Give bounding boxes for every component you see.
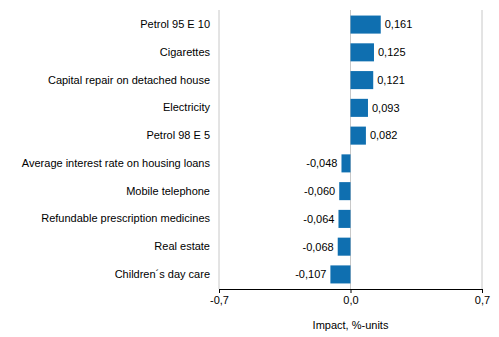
grid: [219, 10, 482, 289]
data-label: 0,093: [372, 102, 400, 114]
y-tick: Average interest rate on housing loans: [22, 157, 211, 169]
category-label: Petrol 95 E 10: [140, 18, 210, 30]
category-label: Mobile telephone: [126, 185, 210, 197]
data-label: -0,048: [306, 157, 337, 169]
bar: [338, 238, 351, 256]
data-label: -0,060: [304, 185, 335, 197]
bar: [351, 99, 368, 117]
category-label: Electricity: [163, 101, 211, 113]
data-label: 0,161: [385, 18, 413, 30]
data-labels: 0,161 0,125 0,121 0,093 0,082 -0,048 -0,060 -0,…: [295, 18, 412, 280]
y-axis: Petrol 95 E 10 Cigarettes Capital repair o…: [22, 18, 211, 280]
y-tick: Children´s day care: [115, 268, 210, 280]
category-label: Real estate: [154, 240, 210, 252]
grid-line: [219, 10, 220, 289]
bar: [351, 43, 374, 61]
bar: [338, 210, 350, 228]
x-tick: 0,7: [475, 289, 490, 306]
bar: [351, 16, 381, 34]
category-label: Average interest rate on housing loans: [22, 157, 211, 169]
x-tick-mark: [482, 289, 483, 293]
x-tick-label: 0,7: [475, 294, 490, 306]
category-label: Refundable prescription medicines: [41, 212, 210, 224]
y-tick: Electricity: [163, 101, 211, 113]
x-tick-label: -0,7: [210, 294, 229, 306]
x-tick-mark: [351, 289, 352, 293]
y-tick: Petrol 98 E 5: [146, 129, 210, 141]
y-tick: Capital repair on detached house: [48, 74, 210, 86]
grid-line: [482, 10, 483, 289]
data-label: -0,107: [295, 268, 326, 280]
data-label: -0,064: [303, 213, 334, 225]
data-label: -0,068: [303, 241, 334, 253]
chart: -0,7 0,0 0,7 Petrol 95 E 10 Cigarettes Capita…: [0, 0, 499, 337]
y-tick: Refundable prescription medicines: [41, 212, 210, 224]
y-tick: Cigarettes: [160, 46, 211, 58]
x-tick-mark: [219, 289, 220, 293]
data-label: 0,125: [378, 46, 406, 58]
bar: [351, 127, 366, 145]
x-tick-label: 0,0: [343, 294, 358, 306]
data-label: 0,121: [377, 74, 405, 86]
bar: [341, 154, 350, 172]
x-tick: -0,7: [210, 289, 229, 306]
bar: [330, 265, 350, 283]
bar: [351, 71, 374, 89]
y-tick: Petrol 95 E 10: [140, 18, 210, 30]
x-axis-title: Impact, %-units: [313, 319, 389, 331]
category-label: Children´s day care: [115, 268, 210, 280]
category-label: Capital repair on detached house: [48, 74, 210, 86]
data-label: 0,082: [370, 129, 398, 141]
bars: [330, 16, 380, 284]
x-tick: 0,0: [343, 289, 358, 306]
x-axis-line: [220, 290, 483, 294]
category-label: Petrol 98 E 5: [146, 129, 210, 141]
y-tick: Mobile telephone: [126, 185, 210, 197]
y-tick: Real estate: [154, 240, 210, 252]
bar: [339, 182, 350, 200]
category-label: Cigarettes: [160, 46, 211, 58]
plot: -0,7 0,0 0,7 Petrol 95 E 10 Cigarettes Capita…: [22, 10, 490, 306]
x-axis: -0,7 0,0 0,7: [210, 289, 490, 306]
